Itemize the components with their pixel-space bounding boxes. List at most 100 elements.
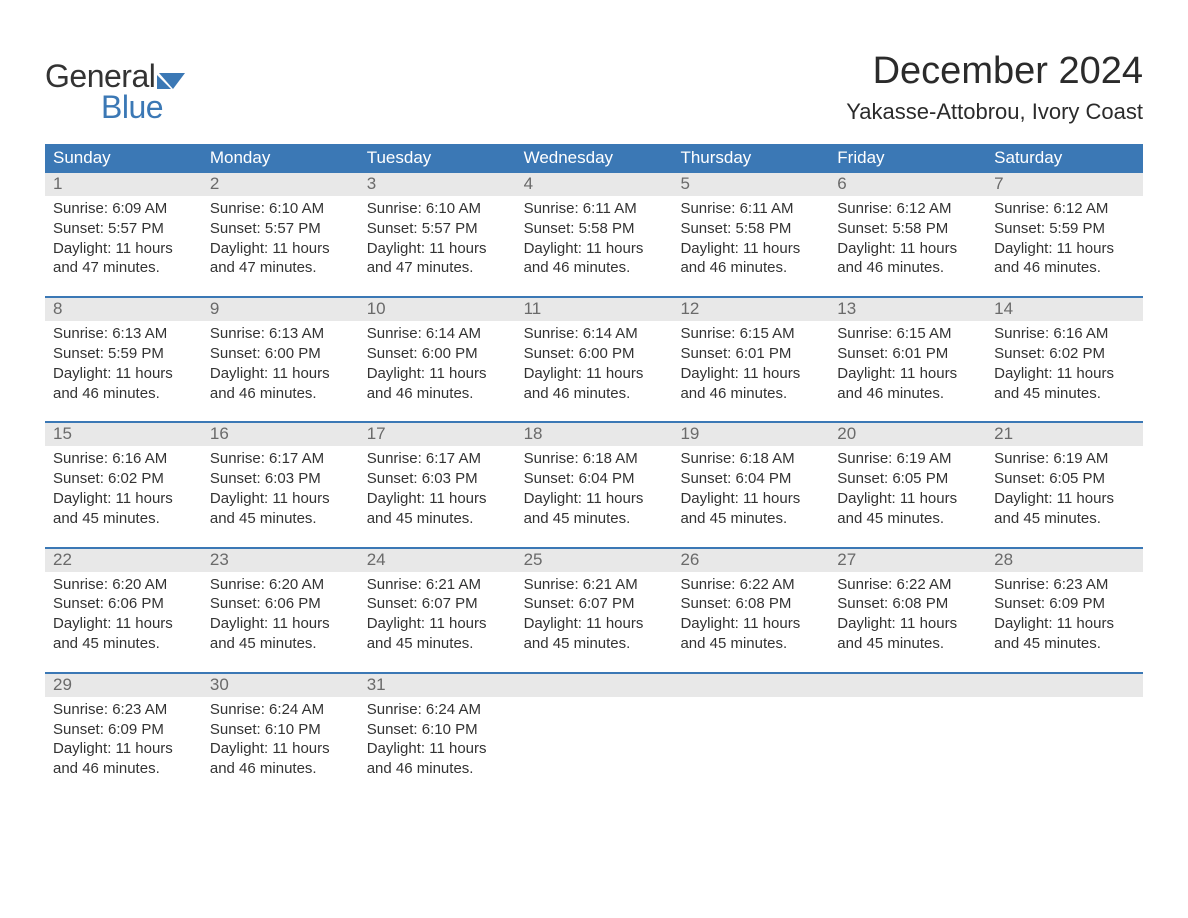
day-sunset: Sunset: 6:02 PM: [994, 344, 1135, 364]
day-sunset: Sunset: 6:07 PM: [367, 594, 508, 614]
month-title: December 2024: [846, 50, 1143, 93]
day-sunset: Sunset: 5:58 PM: [837, 219, 978, 239]
day-cell: Sunrise: 6:24 AMSunset: 6:10 PMDaylight:…: [202, 697, 359, 783]
day-sunrise: Sunrise: 6:15 AM: [837, 324, 978, 344]
day-number: 21: [986, 423, 1143, 446]
day-sunrise: Sunrise: 6:24 AM: [367, 700, 508, 720]
day-d2: and 47 minutes.: [210, 258, 351, 278]
day-number-row: 22232425262728: [45, 549, 1143, 572]
week-row: 293031 Sunrise: 6:23 AMSunset: 6:09 PMDay…: [45, 672, 1143, 783]
day-d1: Daylight: 11 hours: [53, 239, 194, 259]
day-cell: Sunrise: 6:10 AMSunset: 5:57 PMDaylight:…: [202, 196, 359, 282]
day-cell: Sunrise: 6:17 AMSunset: 6:03 PMDaylight:…: [359, 446, 516, 532]
day-sunset: Sunset: 6:01 PM: [837, 344, 978, 364]
day-sunset: Sunset: 6:09 PM: [994, 594, 1135, 614]
day-d1: Daylight: 11 hours: [837, 489, 978, 509]
day-content-row: Sunrise: 6:13 AMSunset: 5:59 PMDaylight:…: [45, 321, 1143, 407]
day-number: 29: [45, 674, 202, 697]
day-number: 31: [359, 674, 516, 697]
day-cell: Sunrise: 6:11 AMSunset: 5:58 PMDaylight:…: [516, 196, 673, 282]
day-sunrise: Sunrise: 6:10 AM: [210, 199, 351, 219]
day-sunrise: Sunrise: 6:17 AM: [210, 449, 351, 469]
dow-cell: Sunday: [45, 144, 202, 173]
day-sunrise: Sunrise: 6:16 AM: [994, 324, 1135, 344]
day-number: 25: [516, 549, 673, 572]
location-subtitle: Yakasse-Attobrou, Ivory Coast: [846, 99, 1143, 125]
day-sunset: Sunset: 6:06 PM: [210, 594, 351, 614]
day-d1: Daylight: 11 hours: [524, 239, 665, 259]
dow-cell: Tuesday: [359, 144, 516, 173]
week-row: 15161718192021Sunrise: 6:16 AMSunset: 6:…: [45, 421, 1143, 532]
flag-icon: [157, 69, 185, 89]
day-d1: Daylight: 11 hours: [680, 489, 821, 509]
day-d1: Daylight: 11 hours: [994, 364, 1135, 384]
day-cell: Sunrise: 6:23 AMSunset: 6:09 PMDaylight:…: [45, 697, 202, 783]
day-number: 23: [202, 549, 359, 572]
day-cell: [672, 697, 829, 783]
day-d2: and 45 minutes.: [367, 509, 508, 529]
day-number: 6: [829, 173, 986, 196]
day-number-row: 1234567: [45, 173, 1143, 196]
day-d2: and 46 minutes.: [837, 384, 978, 404]
day-d2: and 45 minutes.: [994, 384, 1135, 404]
day-sunrise: Sunrise: 6:18 AM: [680, 449, 821, 469]
day-cell: Sunrise: 6:11 AMSunset: 5:58 PMDaylight:…: [672, 196, 829, 282]
dow-cell: Friday: [829, 144, 986, 173]
day-number: 11: [516, 298, 673, 321]
day-cell: Sunrise: 6:16 AMSunset: 6:02 PMDaylight:…: [986, 321, 1143, 407]
day-cell: Sunrise: 6:22 AMSunset: 6:08 PMDaylight:…: [829, 572, 986, 658]
day-number: 16: [202, 423, 359, 446]
day-content-row: Sunrise: 6:16 AMSunset: 6:02 PMDaylight:…: [45, 446, 1143, 532]
day-d1: Daylight: 11 hours: [367, 364, 508, 384]
day-number: 9: [202, 298, 359, 321]
day-number: [672, 674, 829, 697]
day-d1: Daylight: 11 hours: [994, 489, 1135, 509]
day-d1: Daylight: 11 hours: [837, 614, 978, 634]
day-number: 5: [672, 173, 829, 196]
day-d1: Daylight: 11 hours: [367, 739, 508, 759]
day-number: 30: [202, 674, 359, 697]
day-number: 26: [672, 549, 829, 572]
day-cell: Sunrise: 6:14 AMSunset: 6:00 PMDaylight:…: [516, 321, 673, 407]
day-cell: Sunrise: 6:10 AMSunset: 5:57 PMDaylight:…: [359, 196, 516, 282]
day-number: 24: [359, 549, 516, 572]
day-sunrise: Sunrise: 6:22 AM: [680, 575, 821, 595]
day-cell: Sunrise: 6:12 AMSunset: 5:58 PMDaylight:…: [829, 196, 986, 282]
day-d1: Daylight: 11 hours: [53, 364, 194, 384]
day-d1: Daylight: 11 hours: [680, 239, 821, 259]
day-sunrise: Sunrise: 6:10 AM: [367, 199, 508, 219]
day-sunrise: Sunrise: 6:14 AM: [367, 324, 508, 344]
day-sunrise: Sunrise: 6:20 AM: [53, 575, 194, 595]
day-cell: Sunrise: 6:23 AMSunset: 6:09 PMDaylight:…: [986, 572, 1143, 658]
day-d1: Daylight: 11 hours: [367, 239, 508, 259]
day-cell: Sunrise: 6:13 AMSunset: 5:59 PMDaylight:…: [45, 321, 202, 407]
day-d1: Daylight: 11 hours: [53, 489, 194, 509]
day-cell: Sunrise: 6:18 AMSunset: 6:04 PMDaylight:…: [516, 446, 673, 532]
dow-cell: Monday: [202, 144, 359, 173]
day-d2: and 45 minutes.: [837, 509, 978, 529]
day-d2: and 45 minutes.: [994, 509, 1135, 529]
day-number: 12: [672, 298, 829, 321]
day-sunrise: Sunrise: 6:14 AM: [524, 324, 665, 344]
day-sunset: Sunset: 5:58 PM: [524, 219, 665, 239]
day-sunrise: Sunrise: 6:17 AM: [367, 449, 508, 469]
day-number: 27: [829, 549, 986, 572]
logo: General Blue: [45, 58, 185, 126]
day-sunset: Sunset: 6:00 PM: [210, 344, 351, 364]
day-d1: Daylight: 11 hours: [680, 364, 821, 384]
day-cell: Sunrise: 6:19 AMSunset: 6:05 PMDaylight:…: [986, 446, 1143, 532]
day-d2: and 45 minutes.: [680, 634, 821, 654]
day-cell: Sunrise: 6:20 AMSunset: 6:06 PMDaylight:…: [45, 572, 202, 658]
day-cell: Sunrise: 6:22 AMSunset: 6:08 PMDaylight:…: [672, 572, 829, 658]
day-d2: and 45 minutes.: [367, 634, 508, 654]
day-number: [516, 674, 673, 697]
day-d1: Daylight: 11 hours: [210, 739, 351, 759]
day-d2: and 46 minutes.: [837, 258, 978, 278]
day-sunset: Sunset: 6:05 PM: [994, 469, 1135, 489]
day-content-row: Sunrise: 6:20 AMSunset: 6:06 PMDaylight:…: [45, 572, 1143, 658]
day-sunrise: Sunrise: 6:20 AM: [210, 575, 351, 595]
day-sunset: Sunset: 6:04 PM: [680, 469, 821, 489]
day-number: 14: [986, 298, 1143, 321]
day-number: 3: [359, 173, 516, 196]
day-sunset: Sunset: 6:06 PM: [53, 594, 194, 614]
